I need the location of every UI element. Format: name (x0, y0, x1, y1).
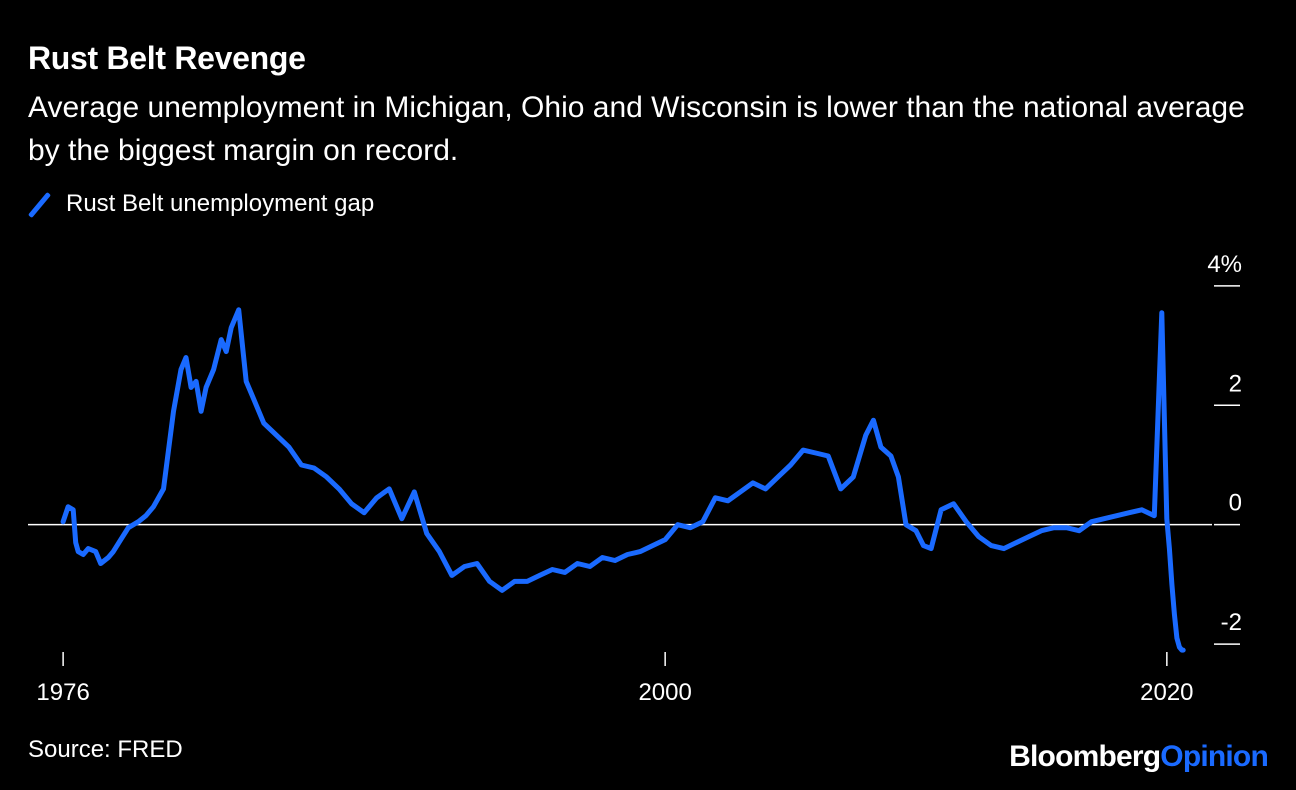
chart-legend: Rust Belt unemployment gap (28, 190, 374, 218)
y-tick-label: 0 (1229, 490, 1242, 517)
brand-logo: BloombergOpinion (1009, 740, 1269, 774)
chart-title: Rust Belt Revenge (28, 40, 306, 76)
x-tick-label: 1976 (36, 679, 89, 706)
brand-primary: Bloomberg (1009, 740, 1161, 773)
chart-subtitle: Average unemployment in Michigan, Ohio a… (28, 91, 1245, 167)
legend-label: Rust Belt unemployment gap (66, 190, 375, 217)
source-note: Source: FRED (28, 736, 183, 763)
y-tick-label: -2 (1221, 609, 1242, 636)
x-tick-label: 2020 (1140, 679, 1193, 706)
series-line (60, 307, 1186, 653)
brand-secondary: Opinion (1160, 740, 1269, 773)
x-tick-label: 2000 (638, 679, 691, 706)
y-tick-label: 2 (1229, 370, 1242, 397)
y-tick-label: 4% (1207, 251, 1242, 278)
